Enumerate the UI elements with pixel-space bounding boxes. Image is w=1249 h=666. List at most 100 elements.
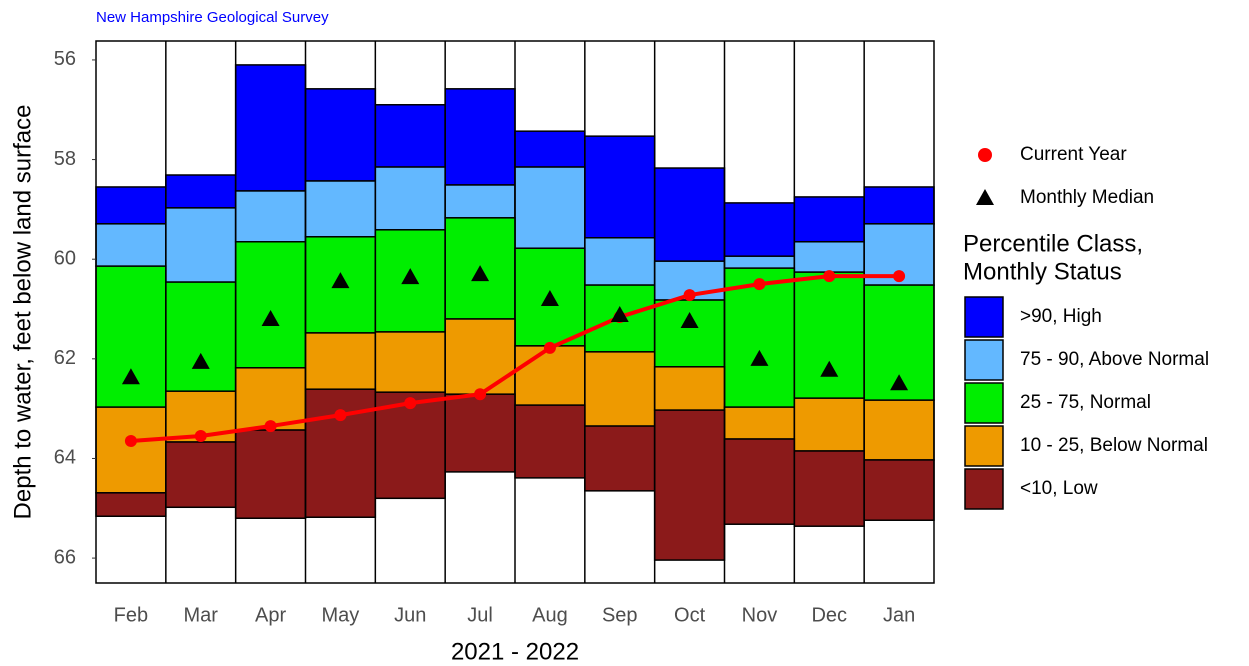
current-point — [474, 388, 487, 401]
x-tick-label: Nov — [742, 604, 778, 626]
band — [165, 174, 237, 209]
x-tick-label: Aug — [532, 604, 568, 626]
band — [304, 388, 377, 518]
legend-marker — [978, 148, 992, 162]
band — [584, 351, 656, 427]
band — [653, 299, 726, 368]
legend-label: <10, Low — [1020, 478, 1098, 499]
band — [584, 237, 656, 286]
current-point — [404, 397, 417, 410]
plot-border — [95, 40, 935, 584]
x-tick-label: Sep — [602, 604, 638, 626]
band — [165, 441, 237, 509]
band — [95, 186, 167, 225]
current-point — [264, 420, 277, 433]
band — [723, 202, 796, 257]
legend-label: 25 - 75, Normal — [1020, 392, 1151, 413]
y-tick-label: 62 — [54, 347, 76, 369]
legend-swatch — [964, 468, 1004, 510]
legend-label: 10 - 25, Below Normal — [1020, 435, 1208, 456]
x-tick-label: May — [322, 604, 360, 626]
band — [793, 271, 865, 399]
band — [374, 166, 446, 231]
band — [95, 406, 167, 494]
band — [514, 130, 586, 168]
legend-title: Monthly Status — [963, 258, 1122, 285]
band — [234, 64, 307, 192]
legend-label: Current Year — [1020, 144, 1127, 165]
x-tick-label: Oct — [674, 604, 706, 626]
y-tick-label: 56 — [54, 48, 76, 70]
band — [514, 404, 586, 479]
current-point — [124, 435, 137, 448]
current-year-line — [130, 274, 900, 444]
median-marker — [471, 265, 490, 282]
band — [653, 409, 726, 561]
band — [444, 318, 516, 395]
legend-label: Monthly Median — [1020, 187, 1154, 208]
y-tick-label: 64 — [54, 447, 76, 469]
legend-swatch — [964, 425, 1004, 467]
band — [234, 429, 307, 519]
median-marker — [610, 305, 629, 322]
band — [653, 167, 726, 262]
current-point — [543, 341, 556, 354]
band — [95, 492, 167, 517]
band — [793, 196, 865, 243]
y-tick-label: 60 — [54, 247, 76, 269]
band — [514, 166, 586, 249]
source: New Hampshire Geological Survey — [96, 9, 329, 26]
y-axis-title: Depth to water, feet below land surface — [9, 105, 36, 520]
median-marker — [750, 349, 769, 366]
current-point — [683, 289, 696, 302]
band — [863, 399, 935, 461]
legend-marker — [976, 189, 994, 205]
x-tick-label: Jun — [394, 604, 426, 626]
band — [723, 255, 796, 269]
current-point — [753, 278, 766, 291]
band — [444, 393, 516, 473]
band — [653, 366, 726, 411]
band — [374, 104, 446, 168]
band — [444, 184, 516, 219]
band — [444, 88, 516, 186]
legend-swatch — [964, 339, 1004, 381]
current-point — [194, 430, 207, 443]
band — [584, 135, 656, 239]
median-marker — [261, 309, 280, 326]
current-point — [823, 270, 836, 283]
x-tick-label: Jan — [883, 604, 915, 626]
median-marker — [401, 268, 420, 285]
band — [863, 186, 935, 225]
band — [793, 450, 865, 527]
band — [234, 241, 307, 369]
band — [374, 391, 446, 500]
band — [793, 241, 865, 273]
band — [793, 397, 865, 452]
legend-swatch — [964, 382, 1004, 424]
x-axis-title: 2021 - 2022 — [451, 638, 579, 665]
band — [304, 332, 377, 390]
y-tick-label: 66 — [54, 546, 76, 568]
x-tick-label: Apr — [255, 604, 286, 626]
band — [374, 331, 446, 393]
x-tick-label: Dec — [811, 604, 847, 626]
band — [95, 265, 167, 408]
band — [304, 88, 377, 182]
x-tick-label: Mar — [184, 604, 219, 626]
current-point — [334, 409, 347, 422]
legend-swatch — [964, 296, 1004, 338]
band — [234, 190, 307, 243]
median-marker — [121, 368, 140, 385]
median-marker — [191, 352, 210, 369]
x-tick-label: Feb — [114, 604, 148, 626]
median-marker — [820, 360, 839, 377]
band — [584, 425, 656, 492]
band — [514, 345, 586, 406]
band — [165, 207, 237, 283]
x-tick-label: Jul — [467, 604, 493, 626]
median-marker — [540, 290, 559, 307]
median-marker — [890, 374, 909, 391]
